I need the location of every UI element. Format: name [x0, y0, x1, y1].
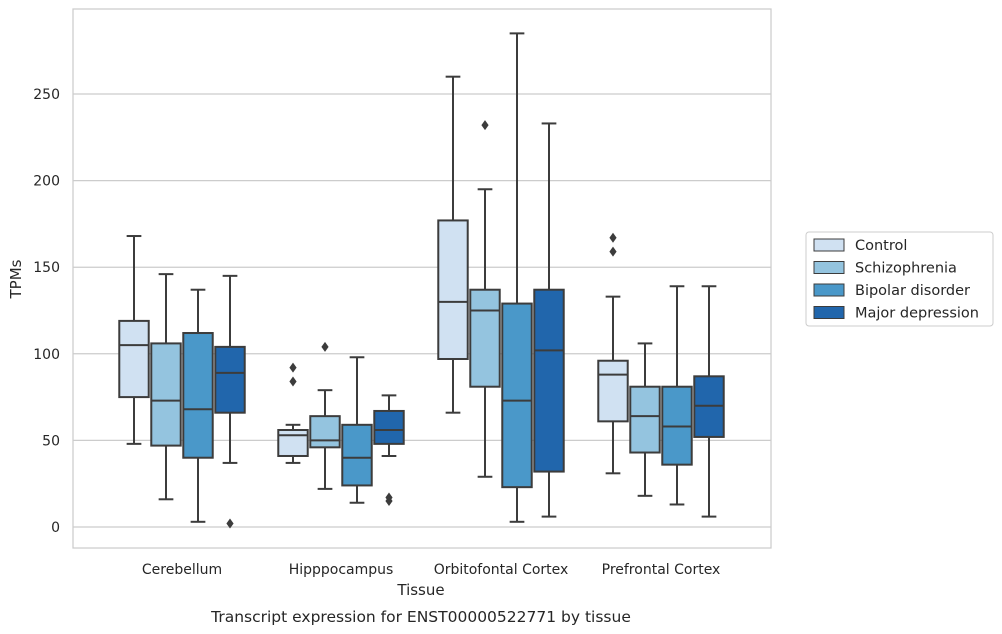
box-iqr: [437, 219, 469, 360]
outlier-point: [609, 246, 617, 257]
box-groups: [118, 32, 725, 529]
box-bipolar-disorder: [661, 285, 693, 506]
y-tick-label: 100: [33, 347, 60, 363]
box-iqr: [469, 288, 501, 388]
box-bipolar-disorder: [182, 288, 214, 523]
box-iqr: [118, 319, 150, 399]
box-major-depression: [214, 274, 246, 529]
x-axis-ticks: Cerebellum Hipppocampus Orbitofontal Corte…: [142, 562, 720, 578]
box-control: [277, 362, 309, 464]
box-iqr: [214, 345, 246, 414]
y-tick-label: 200: [33, 174, 60, 190]
x-axis-label: Tissue: [396, 581, 444, 599]
box-iqr: [309, 415, 341, 449]
box-control: [597, 232, 629, 475]
box-control: [437, 75, 469, 414]
y-axis-ticks: 0 50 100 150 200 250: [33, 87, 60, 536]
box-iqr: [182, 332, 214, 459]
box-iqr: [533, 288, 565, 473]
box-iqr: [501, 302, 533, 489]
x-tick-label: Hipppocampus: [289, 562, 394, 578]
outlier-point: [226, 518, 234, 529]
box-iqr: [277, 429, 309, 457]
box-major-depression: [693, 285, 725, 518]
plot-background: [73, 9, 771, 548]
box-iqr: [341, 423, 373, 487]
outlier-point: [481, 120, 489, 131]
legend-frame: [805, 231, 994, 327]
box-iqr: [629, 385, 661, 454]
box-major-depression: [373, 394, 405, 507]
legend-swatch: [813, 261, 845, 274]
y-axis-label: TPMs: [7, 259, 25, 299]
box-iqr: [373, 409, 405, 445]
box-schizophrenia: [150, 273, 182, 501]
y-tick-label: 50: [42, 433, 60, 449]
y-tick-label: 150: [33, 260, 60, 276]
box-schizophrenia: [629, 342, 661, 497]
legend-label: Major depression: [855, 306, 979, 322]
box-control: [118, 235, 150, 445]
box-bipolar-disorder: [501, 32, 533, 523]
outlier-point: [609, 232, 617, 243]
legend-label: Schizophrenia: [855, 261, 957, 277]
legend-label: Bipolar disorder: [855, 283, 970, 299]
outlier-point: [385, 492, 393, 503]
box-schizophrenia: [469, 120, 501, 478]
y-tick-label: 0: [51, 520, 60, 536]
x-tick-label: Cerebellum: [142, 562, 222, 578]
box-schizophrenia: [309, 341, 341, 490]
legend-swatch: [813, 283, 845, 297]
box-iqr: [597, 359, 629, 423]
box-bipolar-disorder: [341, 356, 373, 504]
legend: Control Schizophrenia Bipolar disorder Majo…: [805, 231, 994, 327]
legend-swatch: [813, 306, 845, 319]
x-tick-label: Prefrontal Cortex: [602, 562, 721, 578]
x-tick-label: Orbitofontal Cortex: [434, 562, 569, 578]
legend-swatch: [813, 238, 845, 252]
box-major-depression: [533, 122, 565, 518]
plot-frame: [72, 8, 772, 549]
outlier-point: [321, 341, 329, 352]
figure-caption: Transcript expression for ENST0000052277…: [210, 608, 631, 626]
y-tick-label: 250: [33, 87, 60, 103]
outlier-point: [289, 376, 297, 387]
legend-label: Control: [855, 238, 907, 254]
outlier-point: [289, 362, 297, 373]
box-iqr: [150, 342, 182, 447]
